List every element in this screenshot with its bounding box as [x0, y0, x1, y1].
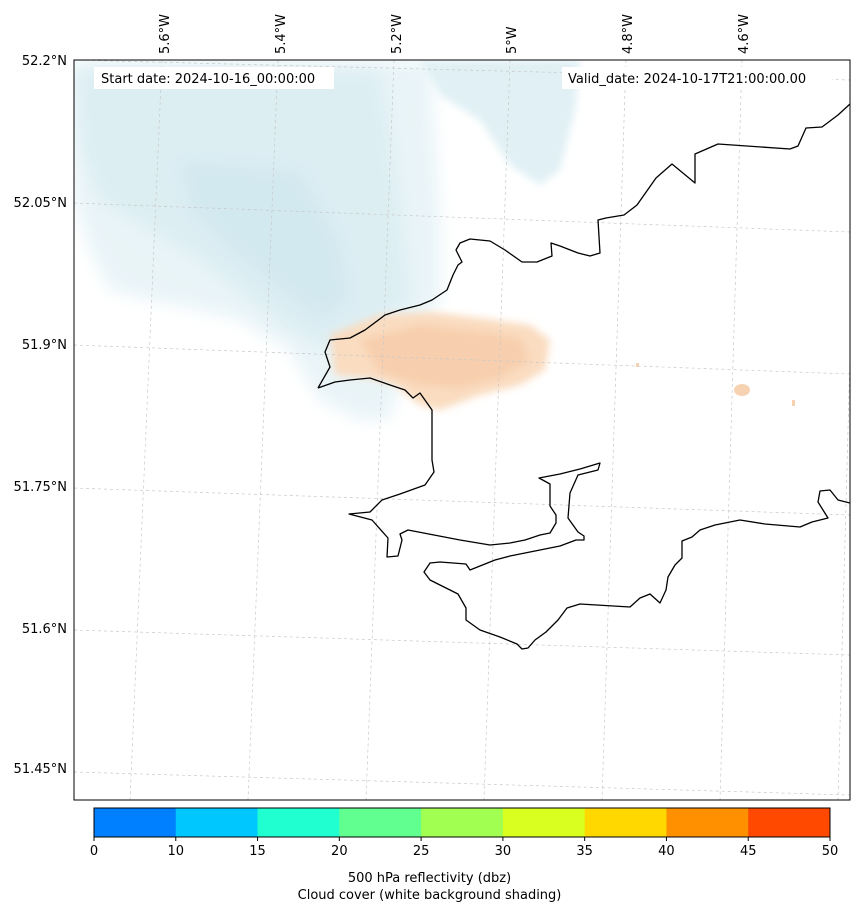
colorbar-tick-label: 25: [413, 844, 430, 859]
latitude-labels: 52.2°N 52.05°N 51.9°N 51.75°N 51.6°N 51.…: [14, 54, 67, 777]
colorbar-label-line2: Cloud cover (white background shading): [297, 888, 562, 903]
colorbar-tick-label: 40: [658, 844, 675, 859]
lat-label: 51.9°N: [22, 338, 67, 353]
lon-label: 4.8°W: [621, 14, 636, 54]
colorbar-tick-label: 10: [168, 844, 185, 859]
valid-date-box: [562, 67, 832, 89]
lat-label: 52.05°N: [14, 196, 67, 211]
longitude-labels: 5.6°W 5.4°W 5.2°W 5°W 4.8°W 4.6°W: [158, 14, 752, 54]
reflectivity-cell: [734, 384, 750, 396]
colorbar-tick-label: 0: [90, 844, 98, 859]
colorbar-segment: [748, 808, 831, 837]
colorbar-segment: [666, 808, 749, 837]
colorbar-tick-label: 35: [576, 844, 593, 859]
colorbar-segment: [175, 808, 259, 837]
colorbar: 0 10 15 20 25 30 35 40 45 50: [90, 807, 839, 859]
colorbar-segment: [257, 808, 340, 837]
lon-label: 5°W: [505, 26, 520, 54]
colorbar-tick-label: 50: [822, 844, 839, 859]
coastline: [317, 103, 850, 650]
colorbar-tick-label: 30: [495, 844, 512, 859]
colorbar-segment: [584, 808, 667, 837]
lat-label: 51.75°N: [14, 480, 67, 495]
colorbar-segment: [339, 808, 422, 837]
colorbar-label-line1: 500 hPa reflectivity (dbz): [347, 871, 512, 886]
colorbar-segment: [421, 808, 504, 837]
lon-label: 5.2°W: [390, 14, 405, 54]
lon-label: 5.6°W: [158, 14, 173, 54]
colorbar-tick-label: 20: [331, 844, 348, 859]
start-date-text: Start date: 2024-10-16_00:00:00: [101, 72, 315, 87]
lon-label: 4.6°W: [737, 14, 752, 54]
map-frame: [73, 59, 851, 801]
colorbar-segment: [502, 808, 586, 837]
colorbar-segment: [94, 808, 177, 837]
colorbar-frame: [93, 807, 831, 838]
valid-date-text: Valid_date: 2024-10-17T21:00:00.00: [568, 72, 806, 87]
colorbar-tick-label: 15: [249, 844, 266, 859]
reflectivity-layer: [330, 312, 795, 410]
lat-label: 51.45°N: [14, 762, 67, 777]
lon-label: 5.4°W: [274, 14, 289, 54]
lat-label: 52.2°N: [22, 54, 67, 69]
colorbar-tick-label: 45: [740, 844, 757, 859]
lat-label: 51.6°N: [22, 622, 67, 637]
start-date-box: [94, 67, 334, 89]
